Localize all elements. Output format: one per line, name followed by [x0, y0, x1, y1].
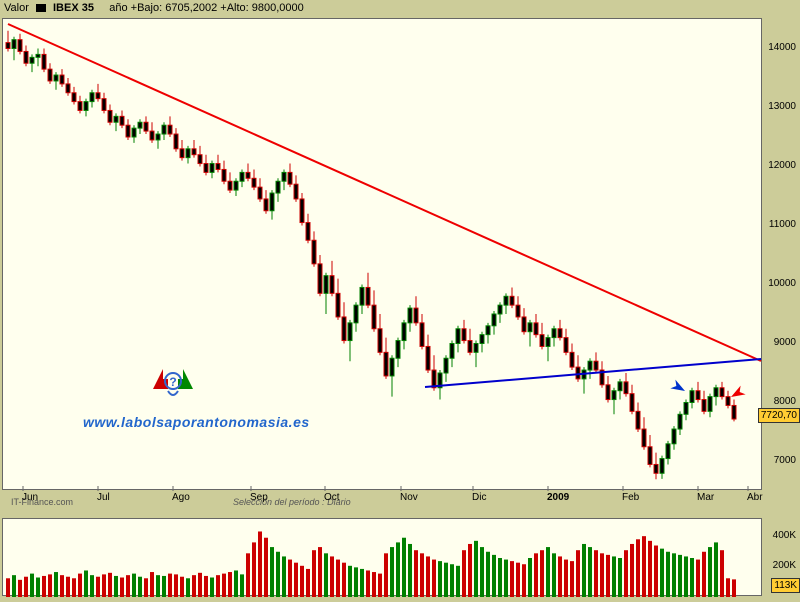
y-tick-label: 14000: [768, 42, 796, 53]
chart-container: Valor IBEX 35 año +Bajo: 6705,2002 +Alto…: [0, 0, 800, 600]
chart-header: Valor IBEX 35 año +Bajo: 6705,2002 +Alto…: [4, 2, 304, 14]
y-tick-label: 7000: [774, 455, 796, 466]
x-tick-label: Feb: [622, 492, 639, 503]
x-tick-label: 2009: [547, 492, 569, 503]
legend-square-icon: [36, 4, 46, 12]
price-chart[interactable]: ? www.labolsaporantonomasia.es IT-Financ…: [2, 18, 762, 490]
x-tick-label: Abr: [747, 492, 763, 503]
symbol-name: IBEX 35: [53, 2, 94, 14]
y-tick-label: 11000: [769, 219, 796, 230]
y-tick-label: 13000: [768, 101, 796, 112]
year-low-value: 6705,2002: [165, 2, 217, 14]
y-tick-label: 9000: [774, 337, 796, 348]
x-tick-label: Sep: [250, 492, 268, 503]
current-price-marker: 7720,70: [758, 408, 800, 423]
volume-chart[interactable]: [2, 518, 762, 596]
x-tick-label: Jun: [22, 492, 38, 503]
x-tick-label: Jul: [97, 492, 110, 503]
year-high-label: +Alto:: [220, 2, 248, 14]
vol-y-tick-label: 200K: [773, 560, 796, 571]
watermark-url: www.labolsaporantonomasia.es: [83, 414, 310, 430]
y-tick-label: 12000: [768, 160, 796, 171]
volume-svg: [3, 519, 763, 597]
x-tick-label: Mar: [697, 492, 714, 503]
svg-text:?: ?: [169, 375, 176, 389]
year-low-label: año +Bajo:: [109, 2, 162, 14]
current-volume-marker: 113K: [771, 578, 800, 593]
y-tick-label: 10000: [768, 278, 796, 289]
x-tick-label: Dic: [472, 492, 486, 503]
y-tick-label: 8000: [774, 396, 796, 407]
watermark-logo-icon: ?: [143, 349, 203, 414]
valor-label: Valor: [4, 2, 29, 14]
vol-y-tick-label: 400K: [773, 530, 796, 541]
x-tick-label: Oct: [324, 492, 340, 503]
year-high-value: 9800,0000: [252, 2, 304, 14]
x-axis: Jun Jul Ago Sep Oct Nov Dic 2009 Feb Mar Abr: [2, 492, 762, 508]
x-tick-label: Ago: [172, 492, 190, 503]
x-tick-label: Nov: [400, 492, 418, 503]
